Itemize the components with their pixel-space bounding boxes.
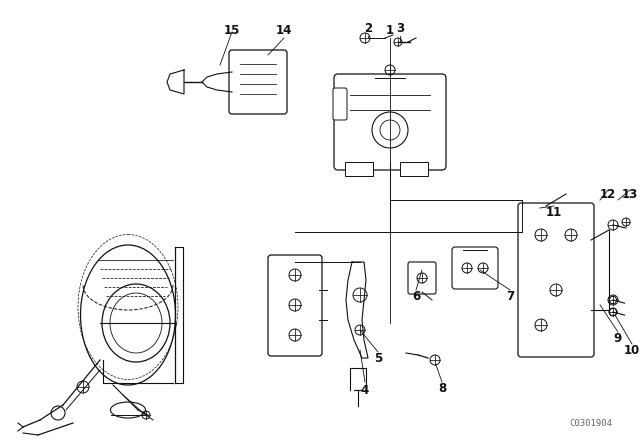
Text: 12: 12 bbox=[600, 188, 616, 201]
Text: 11: 11 bbox=[546, 206, 562, 219]
Text: 15: 15 bbox=[224, 23, 240, 36]
Bar bbox=[400, 162, 428, 176]
Text: 5: 5 bbox=[374, 352, 382, 365]
Text: 6: 6 bbox=[412, 289, 420, 302]
FancyBboxPatch shape bbox=[518, 203, 594, 357]
FancyBboxPatch shape bbox=[268, 255, 322, 356]
Text: 9: 9 bbox=[614, 332, 622, 345]
Text: 8: 8 bbox=[438, 382, 446, 395]
FancyBboxPatch shape bbox=[229, 50, 287, 114]
Text: 2: 2 bbox=[364, 22, 372, 34]
Text: 14: 14 bbox=[276, 23, 292, 36]
Ellipse shape bbox=[102, 284, 170, 362]
Text: 10: 10 bbox=[624, 344, 640, 357]
Text: 13: 13 bbox=[622, 188, 638, 201]
Bar bbox=[345, 162, 373, 176]
Text: 3: 3 bbox=[396, 22, 404, 34]
Text: 7: 7 bbox=[506, 289, 514, 302]
FancyBboxPatch shape bbox=[334, 74, 446, 170]
Text: C0301904: C0301904 bbox=[569, 419, 612, 428]
FancyBboxPatch shape bbox=[408, 262, 436, 294]
FancyBboxPatch shape bbox=[452, 247, 498, 289]
Text: 1: 1 bbox=[386, 23, 394, 36]
FancyBboxPatch shape bbox=[333, 88, 347, 120]
Text: 4: 4 bbox=[361, 383, 369, 396]
